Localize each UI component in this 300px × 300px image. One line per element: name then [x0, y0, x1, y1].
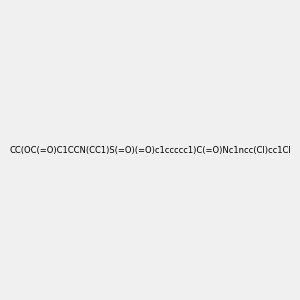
- Text: CC(OC(=O)C1CCN(CC1)S(=O)(=O)c1ccccc1)C(=O)Nc1ncc(Cl)cc1Cl: CC(OC(=O)C1CCN(CC1)S(=O)(=O)c1ccccc1)C(=…: [9, 146, 291, 154]
